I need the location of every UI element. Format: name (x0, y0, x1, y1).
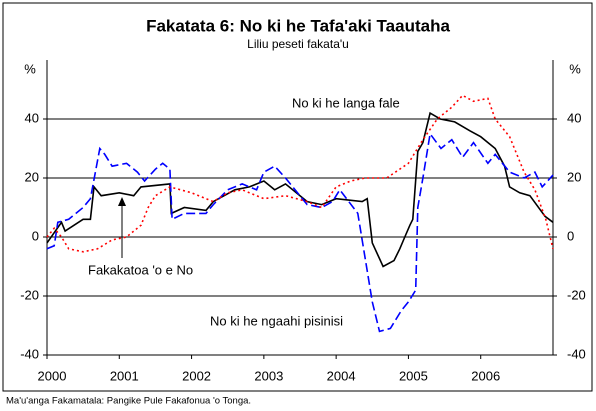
y2-tick-label: 0 (567, 228, 574, 243)
chart-title: Fakatata 6: No ki he Tafa'aki Taautaha (146, 16, 450, 35)
x-tick-label: 2000 (38, 368, 67, 383)
arrow-head (118, 197, 126, 206)
y2-axis-label: % (569, 61, 581, 76)
source-note: Ma'u'anga Fakamatala: Pangike Pule Fakaf… (6, 396, 251, 407)
y-tick-label: -40 (20, 346, 39, 361)
series-line (46, 94, 554, 253)
series-line (46, 131, 554, 333)
annotation: No ki he langa fale (292, 95, 400, 110)
y2-tick-label: -20 (567, 287, 586, 302)
y-tick-label: -20 (20, 287, 39, 302)
x-tick-label: 2003 (254, 368, 283, 383)
annotation: No ki he ngaahi pisinisi (210, 313, 343, 328)
y-tick-label: 40 (25, 110, 39, 125)
chart-border (2, 2, 593, 392)
x-tick-label: 2005 (399, 368, 428, 383)
y-tick-label: 0 (32, 228, 39, 243)
y2-tick-label: -40 (567, 346, 586, 361)
series-line (46, 111, 554, 268)
x-tick-label: 2006 (471, 368, 500, 383)
y2-tick-label: 40 (567, 110, 581, 125)
y2-tick-label: 20 (567, 169, 581, 184)
x-tick-label: 2004 (327, 368, 356, 383)
y-tick-label: 20 (25, 169, 39, 184)
y-axis-label: % (24, 61, 36, 76)
annotation: Fakakatoa 'o e No (88, 262, 193, 277)
x-tick-label: 2001 (110, 368, 139, 383)
x-tick-label: 2002 (182, 368, 211, 383)
chart-subtitle: Liliu peseti fakata'u (247, 37, 349, 51)
